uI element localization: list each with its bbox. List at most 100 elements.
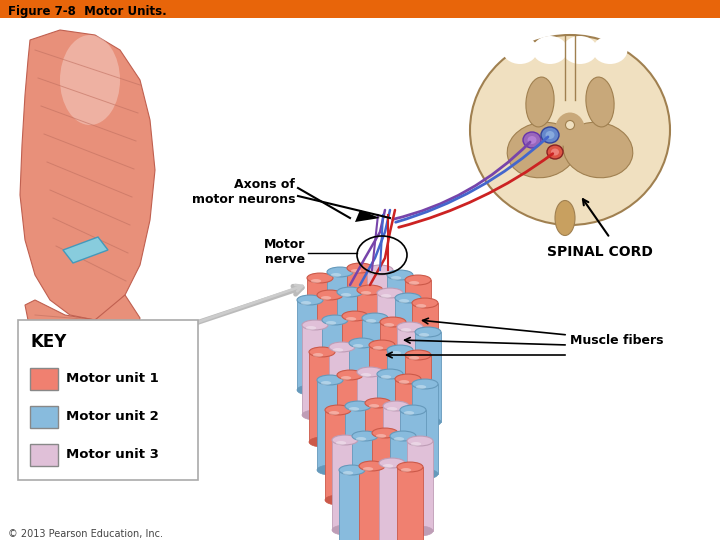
Ellipse shape: [349, 428, 375, 438]
Ellipse shape: [528, 136, 536, 144]
Ellipse shape: [330, 273, 341, 277]
Ellipse shape: [329, 432, 355, 442]
Ellipse shape: [325, 321, 336, 325]
Ellipse shape: [325, 405, 351, 415]
Ellipse shape: [341, 376, 351, 380]
Ellipse shape: [526, 77, 554, 127]
Ellipse shape: [302, 320, 328, 330]
Ellipse shape: [503, 36, 538, 64]
Ellipse shape: [412, 379, 438, 389]
Ellipse shape: [367, 265, 393, 275]
Ellipse shape: [373, 346, 383, 350]
Text: KEY: KEY: [30, 333, 66, 351]
Ellipse shape: [309, 347, 335, 357]
Ellipse shape: [541, 127, 559, 143]
Ellipse shape: [405, 365, 431, 375]
Ellipse shape: [329, 342, 355, 352]
Bar: [322, 320, 348, 410]
Ellipse shape: [337, 460, 363, 470]
Ellipse shape: [412, 388, 438, 398]
Ellipse shape: [377, 459, 403, 469]
Ellipse shape: [381, 375, 391, 379]
Text: © 2013 Pearson Education, Inc.: © 2013 Pearson Education, Inc.: [8, 529, 163, 539]
Bar: [365, 403, 391, 493]
Ellipse shape: [361, 291, 372, 295]
Ellipse shape: [390, 521, 416, 531]
Ellipse shape: [546, 131, 554, 139]
Bar: [325, 410, 351, 500]
Ellipse shape: [311, 279, 321, 283]
Ellipse shape: [337, 377, 363, 387]
Ellipse shape: [60, 35, 120, 125]
Bar: [329, 347, 355, 437]
Ellipse shape: [533, 36, 567, 64]
Ellipse shape: [562, 36, 598, 64]
Ellipse shape: [332, 525, 358, 535]
Bar: [30, 406, 58, 428]
Ellipse shape: [317, 375, 343, 385]
Bar: [369, 345, 395, 435]
Ellipse shape: [317, 290, 343, 300]
Ellipse shape: [359, 461, 385, 471]
Ellipse shape: [347, 353, 373, 363]
Ellipse shape: [322, 405, 348, 415]
Text: Figure 7-8  Motor Units.: Figure 7-8 Motor Units.: [8, 5, 167, 18]
Bar: [400, 410, 426, 500]
Ellipse shape: [397, 412, 423, 422]
Bar: [390, 436, 416, 526]
Bar: [377, 374, 403, 464]
Ellipse shape: [346, 317, 356, 321]
Bar: [395, 298, 421, 388]
Bar: [18, 320, 198, 480]
Ellipse shape: [401, 468, 411, 472]
Bar: [317, 380, 343, 470]
Ellipse shape: [302, 410, 328, 420]
Bar: [349, 343, 375, 433]
Ellipse shape: [306, 326, 316, 330]
Bar: [342, 316, 368, 406]
Text: SPINAL CORD: SPINAL CORD: [547, 245, 653, 259]
Bar: [383, 406, 409, 496]
Bar: [30, 368, 58, 390]
Ellipse shape: [387, 435, 413, 445]
Ellipse shape: [377, 288, 403, 298]
Ellipse shape: [593, 36, 628, 64]
Ellipse shape: [362, 403, 388, 413]
Ellipse shape: [390, 431, 416, 441]
Ellipse shape: [95, 330, 135, 350]
Ellipse shape: [307, 363, 333, 373]
Ellipse shape: [365, 488, 391, 498]
Bar: [379, 463, 405, 540]
Bar: [0, 0, 720, 18]
Ellipse shape: [357, 375, 383, 385]
Ellipse shape: [369, 340, 395, 350]
Ellipse shape: [416, 385, 426, 389]
Ellipse shape: [415, 327, 441, 337]
Ellipse shape: [550, 175, 590, 205]
Ellipse shape: [317, 380, 343, 390]
Bar: [412, 384, 438, 474]
Polygon shape: [25, 295, 140, 368]
Ellipse shape: [309, 437, 335, 447]
Bar: [339, 470, 365, 540]
Bar: [387, 350, 413, 440]
Bar: [380, 322, 406, 412]
Ellipse shape: [342, 311, 368, 321]
Ellipse shape: [341, 293, 351, 297]
Bar: [317, 295, 343, 385]
Ellipse shape: [336, 441, 346, 445]
Ellipse shape: [363, 467, 373, 471]
Ellipse shape: [419, 333, 429, 337]
Ellipse shape: [551, 148, 559, 156]
Ellipse shape: [395, 464, 421, 474]
Ellipse shape: [394, 437, 404, 441]
Ellipse shape: [352, 521, 378, 531]
Ellipse shape: [395, 293, 421, 303]
Ellipse shape: [351, 269, 361, 273]
Bar: [359, 466, 385, 540]
Ellipse shape: [405, 440, 431, 450]
Text: Motor unit 2: Motor unit 2: [66, 410, 158, 423]
Ellipse shape: [507, 122, 577, 178]
Ellipse shape: [411, 442, 421, 446]
Ellipse shape: [349, 338, 375, 348]
